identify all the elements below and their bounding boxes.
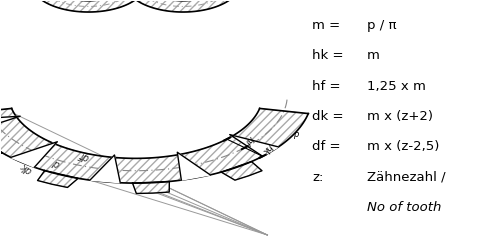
Polygon shape [11, 142, 58, 167]
Text: p: p [293, 130, 298, 138]
Polygon shape [38, 170, 78, 188]
Polygon shape [230, 134, 278, 156]
Text: df =: df = [312, 140, 340, 153]
Text: hf =: hf = [312, 80, 340, 92]
Polygon shape [0, 116, 20, 131]
Text: hk: hk [260, 142, 274, 156]
Polygon shape [0, 108, 308, 183]
Text: z:: z: [312, 171, 324, 184]
Text: hf: hf [242, 134, 254, 146]
Polygon shape [178, 152, 210, 180]
Text: df: df [78, 150, 90, 162]
Polygon shape [90, 155, 120, 183]
Text: m =: m = [312, 19, 340, 32]
Polygon shape [221, 162, 262, 180]
Text: p / π: p / π [367, 19, 396, 32]
Text: m x (z+2): m x (z+2) [367, 110, 433, 123]
Text: No of tooth: No of tooth [367, 201, 441, 214]
Text: 1,25 x m: 1,25 x m [367, 80, 426, 92]
Text: m x (z-2,5): m x (z-2,5) [367, 140, 439, 153]
Text: dk =: dk = [312, 110, 344, 123]
Text: dk: dk [18, 160, 34, 175]
Polygon shape [0, 138, 2, 158]
Text: hk =: hk = [312, 49, 344, 62]
Polygon shape [36, 0, 140, 12]
Text: Zähnezahl /: Zähnezahl / [367, 171, 446, 184]
Text: m: m [367, 49, 380, 62]
Polygon shape [131, 0, 234, 12]
Polygon shape [132, 182, 170, 194]
Text: d: d [52, 157, 62, 169]
